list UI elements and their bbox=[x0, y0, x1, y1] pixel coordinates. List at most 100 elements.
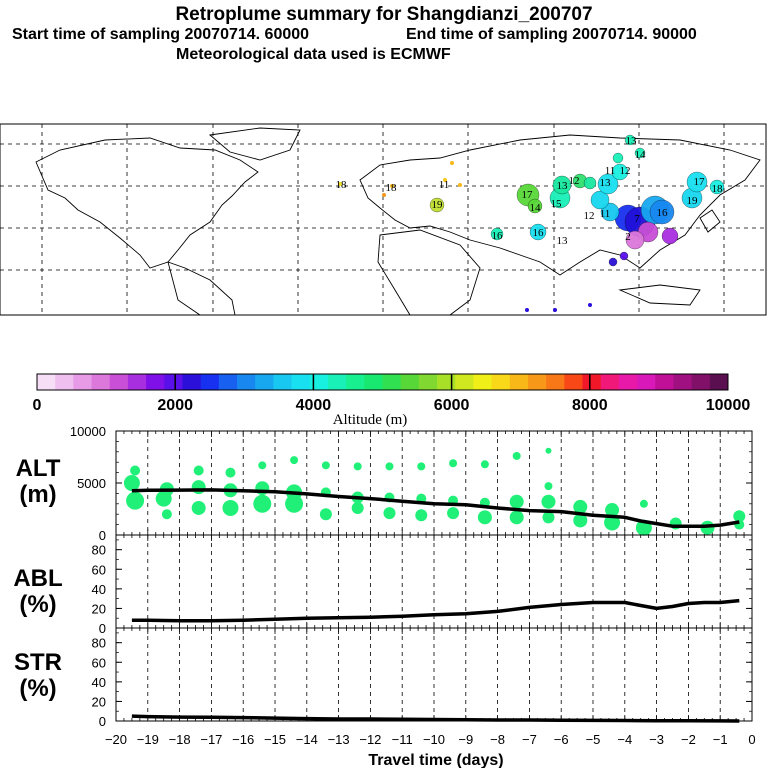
str-ytick-label-2: 40 bbox=[92, 675, 106, 690]
colorbar-cell-10 bbox=[218, 374, 238, 390]
str-series-line bbox=[131, 714, 740, 723]
abl-ytick-label-1: 60 bbox=[92, 562, 106, 577]
colorbar-cell-29 bbox=[564, 374, 584, 390]
x-tick-label-6: −14 bbox=[296, 732, 318, 747]
alt-scatter-point-17 bbox=[285, 494, 304, 513]
plume-blob-21 bbox=[634, 147, 646, 159]
colorbar-tick-0: 0 bbox=[33, 397, 42, 414]
x-tick-label-14: −6 bbox=[554, 732, 569, 747]
plume-dot-4 bbox=[382, 193, 386, 197]
x-tick-label-15: −5 bbox=[586, 732, 601, 747]
map-label-21: 17 bbox=[694, 176, 706, 188]
map-label-19: 16 bbox=[657, 207, 669, 219]
colorbar-tick-3: 6000 bbox=[434, 397, 470, 414]
x-tick-label-18: −2 bbox=[681, 732, 696, 747]
alt-scatter-point-32 bbox=[447, 507, 460, 520]
colorbar-cell-11 bbox=[237, 374, 256, 390]
x-tick-label-5: −15 bbox=[264, 732, 286, 747]
plume-dot-1 bbox=[390, 184, 394, 188]
map-label-20: 19 bbox=[687, 195, 699, 207]
alt-scatter-point-2 bbox=[126, 491, 145, 510]
map-label-22: 18 bbox=[712, 183, 724, 195]
colorbar-frame bbox=[36, 373, 729, 391]
alt-panel: 10000 5000 0 bbox=[70, 424, 753, 543]
x-tick-label-19: −1 bbox=[713, 732, 728, 747]
str-label: STR bbox=[14, 649, 62, 676]
altitude-colorbar: 0 2000 4000 6000 8000 10000 Altitude (m) bbox=[33, 373, 750, 428]
alt-ytick-label-2: 0 bbox=[99, 528, 106, 543]
colorbar-cell-4 bbox=[109, 374, 129, 390]
map-label-12: 13 bbox=[626, 135, 638, 147]
plume-blob-19 bbox=[709, 179, 725, 195]
alt-series-line bbox=[131, 488, 740, 528]
continent-outline-4 bbox=[377, 229, 481, 316]
alt-scatter-point-45 bbox=[605, 503, 620, 518]
plume-dot-6 bbox=[553, 308, 557, 312]
str-panel: 80 60 40 20 0 bbox=[92, 627, 753, 729]
alt-scatter-point-24 bbox=[385, 462, 394, 471]
plume-blob-5 bbox=[625, 230, 645, 250]
alt-scatter-point-23 bbox=[351, 501, 364, 514]
map-label-11: 13 bbox=[557, 235, 569, 247]
alt-scatter-point-43 bbox=[573, 499, 588, 514]
plume-blob-8 bbox=[590, 190, 610, 210]
alt-scatter-point-11 bbox=[222, 499, 239, 516]
abl-ytick-label-2: 40 bbox=[92, 582, 106, 597]
colorbar-cell-37 bbox=[709, 374, 729, 390]
plume-blob-10 bbox=[611, 163, 629, 181]
map-label-13: 14 bbox=[635, 149, 647, 161]
colorbar-cell-25 bbox=[491, 374, 511, 390]
str-ytick-label-1: 60 bbox=[92, 655, 106, 670]
alt-scatter-point-14 bbox=[253, 494, 272, 513]
alt-scatter-point-12 bbox=[258, 461, 267, 470]
alt-scatter-point-44 bbox=[573, 513, 588, 528]
x-tick-label-20: 0 bbox=[748, 732, 755, 747]
alt-scatter-point-21 bbox=[353, 462, 362, 471]
plume-blob-6 bbox=[661, 227, 679, 245]
alt-scatter-point-5 bbox=[161, 509, 172, 520]
alt-scatter-point-35 bbox=[477, 510, 492, 525]
alt-scatter-point-15 bbox=[290, 456, 299, 465]
colorbar-cell-1 bbox=[55, 374, 74, 390]
map-label-24: 2 bbox=[625, 231, 631, 243]
alt-scatter-point-7 bbox=[191, 480, 206, 495]
colorbar-cell-5 bbox=[127, 374, 147, 390]
colorbar-cell-20 bbox=[400, 374, 420, 390]
alt-scatter-point-42 bbox=[542, 511, 555, 524]
map-label-5: 14 bbox=[530, 202, 542, 214]
start-time-label: Start time of sampling 20070714. 60000 bbox=[12, 26, 310, 43]
colorbar-cell-22 bbox=[437, 374, 456, 390]
abl-series-line bbox=[131, 598, 740, 623]
alt-scatter-point-37 bbox=[509, 494, 524, 509]
map-label-18: 11 bbox=[600, 208, 611, 220]
continent-outline-2 bbox=[208, 127, 301, 161]
x-tick-label-0: −20 bbox=[105, 732, 127, 747]
alt-ytick-label-0: 10000 bbox=[70, 424, 106, 439]
map-label-6: 13 bbox=[557, 180, 569, 192]
map-label-14: 13 bbox=[600, 177, 612, 189]
alt-ytick-label-1: 5000 bbox=[77, 476, 106, 491]
colorbar-cell-2 bbox=[73, 374, 93, 390]
abl-ytick-label-3: 20 bbox=[92, 601, 106, 616]
map-label-10: 16 bbox=[492, 230, 504, 242]
str-ytick-label-0: 80 bbox=[92, 636, 106, 651]
end-time-label: End time of sampling 20070714. 90000 bbox=[406, 26, 697, 43]
colorbar-tick-1: 2000 bbox=[157, 397, 193, 414]
map-label-7: 12 bbox=[569, 175, 580, 187]
map-label-4: 17 bbox=[522, 189, 534, 201]
colorbar-cell-12 bbox=[255, 374, 274, 390]
colorbar-cell-18 bbox=[364, 374, 383, 390]
x-tick-label-7: −13 bbox=[328, 732, 350, 747]
plume-blob-16 bbox=[490, 227, 504, 241]
plume-dot-8 bbox=[588, 303, 592, 307]
alt-scatter-point-51 bbox=[733, 510, 746, 523]
alt-scatter-point-47 bbox=[639, 499, 648, 508]
alt-panel-title: ALT (m) bbox=[3, 456, 73, 508]
plume-blob-3 bbox=[649, 199, 675, 225]
map-label-15: 12 bbox=[620, 165, 631, 177]
map-label-3: 19 bbox=[432, 199, 444, 211]
alt-scatter-point-46 bbox=[604, 514, 621, 531]
alt-label: ALT bbox=[15, 455, 61, 482]
map-label-16: 11 bbox=[605, 165, 616, 177]
